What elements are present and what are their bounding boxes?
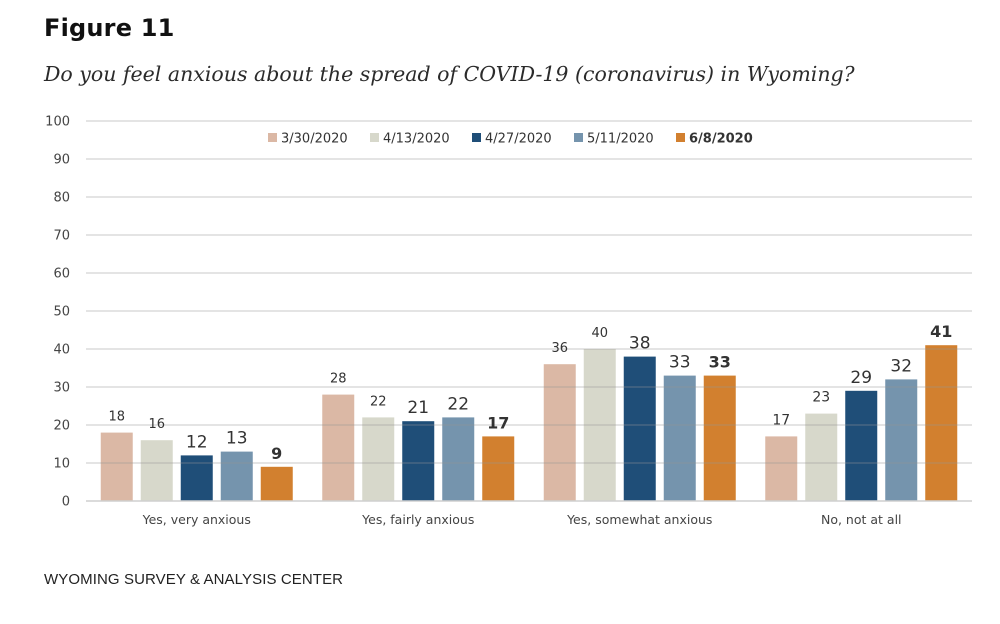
category-label: No, not at all	[821, 512, 902, 527]
bar	[765, 436, 798, 501]
gridlines	[86, 120, 972, 502]
bars	[100, 345, 958, 501]
source-credit: WYOMING SURVEY & ANALYSIS CENTER	[44, 571, 344, 588]
legend: 3/30/2020 4/13/2020 4/27/2020 5/11/2020 6/8/…	[268, 132, 753, 147]
category-labels: Yes, very anxious Yes, fairly anxious Yes,…	[142, 512, 902, 527]
data-label: 33	[709, 353, 731, 372]
y-tick-label: 100	[45, 115, 70, 130]
data-label: 28	[330, 372, 347, 387]
data-label: 21	[407, 398, 429, 418]
data-label: 22	[447, 394, 469, 414]
bar	[482, 436, 515, 501]
bar	[583, 349, 616, 501]
bar	[885, 379, 918, 501]
y-tick-label: 50	[53, 305, 70, 320]
y-tick-label: 20	[53, 419, 70, 434]
legend-label: 3/30/2020	[281, 132, 348, 147]
data-label: 18	[108, 410, 125, 425]
bar	[180, 455, 213, 501]
data-label: 29	[850, 368, 872, 388]
legend-swatch	[574, 133, 583, 142]
data-label: 33	[669, 353, 691, 373]
figure-label: Figure 11	[44, 14, 175, 42]
bar	[623, 356, 656, 501]
bar	[925, 345, 958, 501]
legend-label: 4/13/2020	[383, 132, 450, 147]
y-tick-label: 10	[53, 457, 70, 472]
legend-swatch	[472, 133, 481, 142]
bar	[402, 421, 435, 501]
bar	[442, 417, 475, 501]
category-label: Yes, somewhat anxious	[566, 512, 712, 527]
y-tick-label: 30	[53, 381, 70, 396]
category-label: Yes, fairly anxious	[361, 512, 474, 527]
data-label: 41	[930, 322, 952, 341]
data-label: 36	[551, 341, 568, 356]
legend-swatch	[268, 133, 277, 142]
legend-label: 4/27/2020	[485, 132, 552, 147]
data-label: 23	[812, 390, 830, 406]
bar	[322, 394, 355, 501]
data-label: 17	[487, 413, 509, 432]
data-label: 22	[370, 394, 387, 409]
y-tick-label: 0	[62, 495, 70, 510]
bar	[140, 440, 173, 501]
y-axis-ticks: 0 10 20 30 40 50 60 70 80 90 100	[45, 115, 70, 510]
legend-label: 5/11/2020	[587, 132, 654, 147]
figure-title: Do you feel anxious about the spread of …	[44, 62, 855, 86]
data-label: 32	[890, 356, 912, 376]
data-label: 40	[591, 326, 608, 341]
legend-swatch	[676, 133, 685, 142]
y-tick-label: 40	[53, 343, 70, 358]
category-label: Yes, very anxious	[142, 512, 251, 527]
data-label: 13	[226, 429, 248, 449]
data-label: 16	[148, 417, 165, 432]
data-label: 12	[186, 432, 208, 452]
legend-label: 6/8/2020	[689, 132, 753, 147]
y-tick-label: 90	[53, 153, 70, 168]
bar	[805, 413, 838, 501]
legend-swatch	[370, 133, 379, 142]
bar	[663, 375, 696, 501]
data-label: 9	[271, 444, 282, 463]
data-labels: 18 16 12 13 9 28 22 21 22 17 36 40 38 33 33 17 23 29 32 41	[108, 322, 952, 463]
data-label: 38	[629, 334, 651, 354]
bar	[543, 364, 576, 501]
data-label: 17	[772, 412, 790, 428]
y-tick-label: 80	[53, 191, 70, 206]
bar	[100, 432, 133, 501]
bar	[260, 466, 293, 501]
y-tick-label: 70	[53, 229, 70, 244]
y-tick-label: 60	[53, 267, 70, 282]
bar	[703, 375, 736, 501]
bar	[362, 417, 395, 501]
bar	[220, 451, 253, 501]
bar	[845, 390, 878, 501]
